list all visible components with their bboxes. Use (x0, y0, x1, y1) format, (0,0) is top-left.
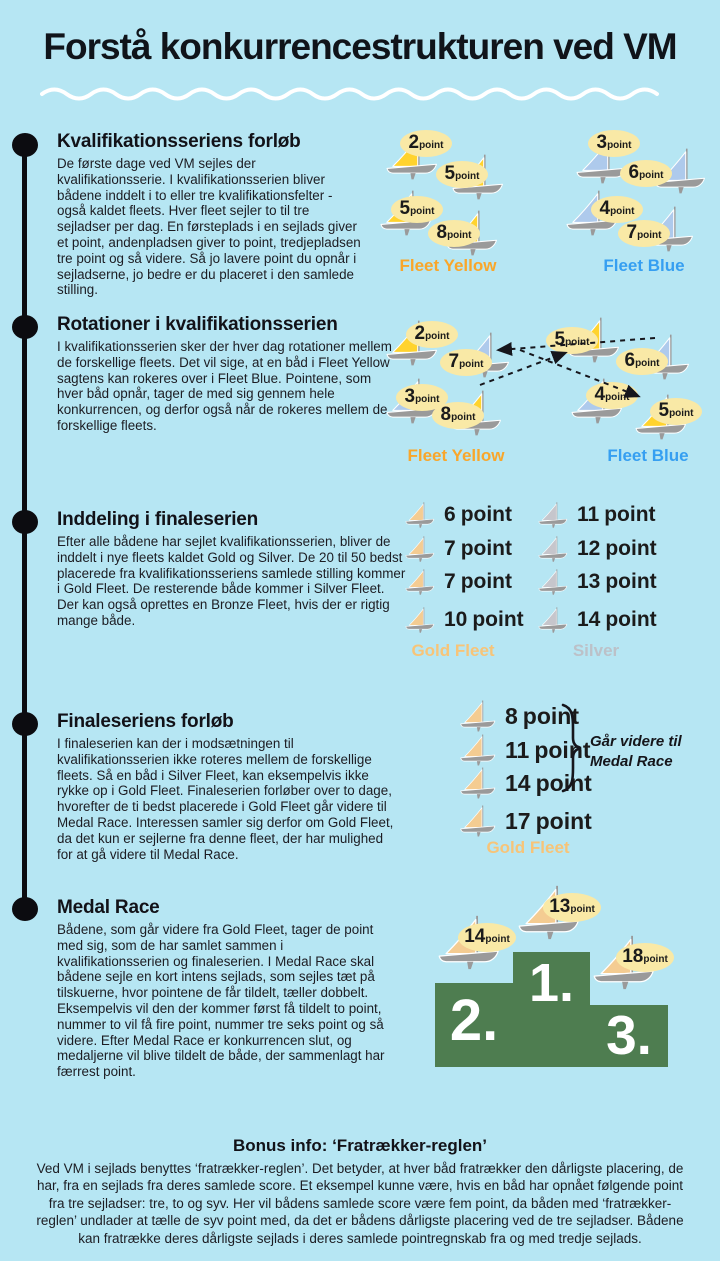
fleet-yellow-label: Fleet Yellow (407, 446, 505, 465)
point-bubble: 13point (543, 893, 601, 922)
gold-fleet-label: Gold Fleet (486, 838, 570, 857)
gold-fleet-row: 17 point (460, 805, 592, 837)
section-2-heading: Rotationer i kvalifikationsserien (57, 314, 338, 335)
sailboat-icon (405, 607, 435, 633)
medal-race-podium: 2. 1. 3. 14point 13point 18point (430, 885, 720, 1085)
silver-fleet-row: 14 point (538, 607, 657, 633)
final-series-illustration: 8 point 11 point 14 point 17 point Går vider… (460, 695, 720, 870)
sailboat-icon (405, 502, 435, 528)
section-3-heading: Inddeling i finaleserien (57, 509, 259, 530)
gold-fleet-row: 6 point (405, 502, 512, 528)
podium-rank-3: 3. (606, 1004, 652, 1066)
bonus-body: Ved VM i sejlads benyttes ‘fratrækker-re… (36, 1161, 684, 1246)
podium-step-third: 3. (590, 1005, 668, 1067)
section-1-body: De første dage ved VM sejles der kvalifi… (57, 156, 361, 298)
point-bubble: 6point (616, 348, 668, 375)
gold-fleet-label: Gold Fleet (411, 641, 495, 660)
sailboat-icon (460, 767, 496, 799)
sailboat-icon (538, 569, 568, 595)
podium-step-first: 1. (513, 952, 590, 1067)
point-bubble: 7point (440, 349, 492, 376)
sailboat-icon (460, 700, 496, 732)
point-bubble: 5point (391, 196, 443, 223)
rotation-illustration: 2point 7point 3point 8point Fleet Yellow… (380, 312, 720, 466)
sailboat-icon (538, 536, 568, 562)
podium-rank-2: 2. (449, 988, 499, 1053)
podium-step-second: 2. (435, 983, 513, 1067)
point-bubble: 5point (650, 398, 702, 425)
sailboat-icon (538, 502, 568, 528)
gold-fleet-row: 7 point (405, 569, 512, 595)
section-3-body: Efter alle bådene har sejlet kvalifikati… (57, 534, 406, 628)
fleet-yellow-label: Fleet Yellow (399, 256, 497, 275)
gold-fleet-row: 11 point (460, 734, 591, 766)
sailboat-icon (460, 805, 496, 837)
gold-fleet-row: 7 point (405, 536, 512, 562)
sailboat-icon (405, 536, 435, 562)
point-bubble: 3point (588, 130, 640, 157)
gold-silver-illustration: 6 point 7 point 7 point 10 point Gold Fleet … (405, 498, 720, 666)
point-bubble: 5point (436, 161, 488, 188)
medal-race-brace (561, 703, 582, 793)
silver-fleet-row: 12 point (538, 536, 657, 562)
page-title: Forstå konkurrencestrukturen ved VM (43, 26, 677, 67)
medal-race-note-line2: Medal Race (590, 752, 673, 770)
gold-fleet-row: 10 point (405, 607, 524, 633)
point-bubble: 8point (428, 220, 480, 247)
timeline-dot (12, 712, 38, 736)
point-bubble: 8point (432, 402, 484, 429)
point-bubble: 4point (591, 196, 643, 223)
sailboat-icon (538, 607, 568, 633)
wavy-divider (40, 87, 659, 101)
section-5-heading: Medal Race (57, 897, 160, 918)
point-bubble: 3point (396, 384, 448, 411)
rotation-arrows (479, 337, 656, 398)
point-bubble: 5point (546, 327, 598, 354)
silver-fleet-label: Silver (572, 641, 620, 660)
point-bubble: 14point (458, 923, 516, 952)
timeline-dot (12, 897, 38, 921)
fleet-blue-label: Fleet Blue (603, 256, 685, 275)
timeline-dot (12, 315, 38, 339)
point-bubble: 2point (400, 130, 452, 157)
section-1-heading: Kvalifikationsseriens forløb (57, 131, 301, 152)
section-5-body: Bådene, som går videre fra Gold Fleet, t… (57, 922, 385, 1080)
timeline-dot (12, 133, 38, 157)
section-2-body: I kvalifikationsserien sker der hver dag… (57, 339, 392, 433)
point-bubble: 18point (616, 943, 674, 972)
point-bubble: 6point (620, 160, 672, 187)
gold-fleet-row: 14 point (460, 767, 592, 799)
qualification-fleets-illustration: 2point 5point 5point 8point Fleet Yellow… (380, 128, 720, 282)
point-bubble: 7point (618, 220, 670, 247)
medal-race-note: Går videre til Medal Race (590, 732, 710, 771)
section-4-heading: Finaleseriens forløb (57, 711, 234, 732)
bonus-heading: Bonus info: ‘Fratrækker-reglen’ (232, 1136, 488, 1155)
section-4-body: I finaleserien kan der i modsætningen ti… (57, 736, 394, 862)
sailboat-icon (405, 569, 435, 595)
podium-rank-1: 1. (528, 953, 575, 1013)
point-bubble: 2point (406, 321, 458, 348)
fleet-blue-label: Fleet Blue (607, 446, 689, 465)
silver-fleet-row: 13 point (538, 569, 657, 595)
sailboat-icon (460, 734, 496, 766)
medal-race-note-line1: Går videre til (590, 733, 682, 750)
silver-fleet-row: 11 point (538, 502, 656, 528)
gold-fleet-row: 8 point (460, 700, 579, 732)
timeline-dot (12, 510, 38, 534)
